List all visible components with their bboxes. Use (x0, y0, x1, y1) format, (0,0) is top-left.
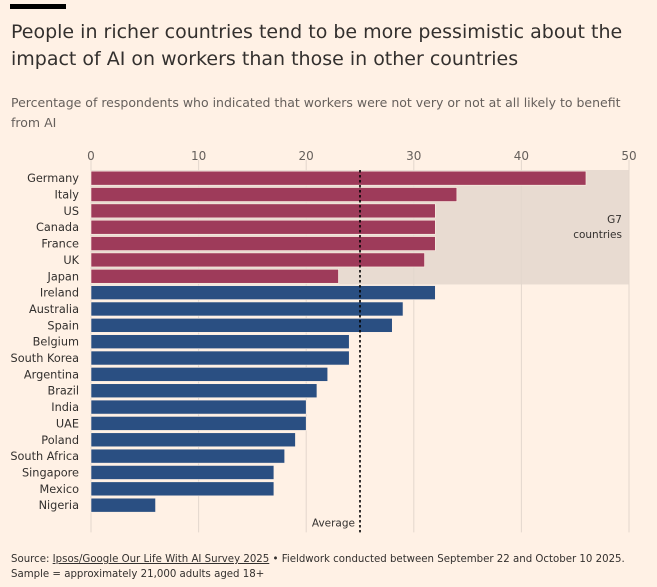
source-details: • Fieldwork conducted between September … (11, 554, 625, 580)
category-label: India (51, 401, 79, 414)
bar (90, 497, 156, 513)
x-tick-label: 0 (87, 149, 95, 163)
g7-band-label: G7 (607, 214, 622, 226)
source-note: Source: Ipsos/Google Our Life With AI Su… (11, 552, 647, 582)
bar (90, 203, 436, 219)
category-label: Spain (47, 319, 79, 332)
category-label: UAE (56, 417, 79, 430)
category-label: Canada (36, 221, 79, 234)
bar (90, 268, 339, 284)
category-label: Japan (46, 270, 79, 283)
category-label: France (41, 238, 79, 251)
category-label: Nigeria (39, 499, 79, 512)
category-label: Italy (54, 189, 79, 202)
category-label: US (64, 205, 79, 218)
category-label: South Korea (11, 352, 79, 365)
top-rule (10, 4, 66, 9)
x-tick-label: 40 (514, 149, 529, 163)
bar (90, 219, 436, 235)
source-label: Source: (11, 554, 53, 565)
bar-chart: G7 countries 0 10 20 30 40 50 Germany Italy US Cana… (10, 149, 637, 533)
x-tick-label: 30 (406, 149, 421, 163)
bar (90, 252, 425, 268)
bar (90, 383, 318, 399)
category-label: Argentina (24, 368, 79, 381)
bar (90, 236, 436, 251)
x-tick-label: 10 (191, 149, 206, 163)
bar (90, 481, 275, 497)
bar (90, 285, 436, 300)
bar (90, 334, 350, 349)
bar (90, 301, 404, 317)
bar (90, 318, 393, 333)
bar (90, 432, 296, 448)
g7-band-label: countries (573, 229, 622, 241)
category-label: Germany (27, 172, 79, 185)
bar (90, 350, 350, 366)
bar (90, 170, 587, 186)
category-label: Brazil (47, 385, 79, 398)
bar (90, 399, 307, 415)
bar (90, 465, 275, 480)
bar (90, 416, 307, 431)
chart-title: People in richer countries tend to be mo… (11, 21, 623, 70)
category-label: Singapore (22, 466, 79, 479)
category-label: UK (63, 254, 79, 267)
bar (90, 187, 458, 202)
category-label: Belgium (33, 336, 79, 349)
category-label: Poland (41, 434, 79, 447)
category-label: Australia (29, 303, 79, 316)
average-label: Average (312, 517, 355, 529)
category-label: Mexico (40, 483, 80, 496)
bar (90, 448, 285, 464)
x-tick-label: 20 (299, 149, 314, 163)
category-label: South Africa (10, 450, 79, 463)
chart-subtitle: Percentage of respondents who indicated … (11, 95, 621, 130)
bar (90, 367, 329, 382)
source-link[interactable]: Ipsos/Google Our Life With AI Survey 202… (52, 554, 270, 565)
x-tick-label: 50 (621, 149, 636, 163)
category-label: Ireland (40, 287, 79, 300)
